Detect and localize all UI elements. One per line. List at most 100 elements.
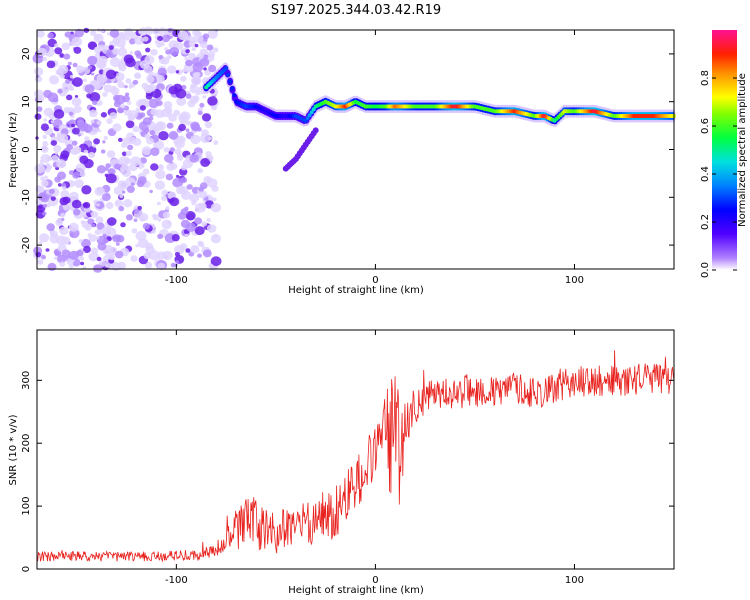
noise-blob (155, 169, 166, 180)
noise-blob (194, 43, 199, 48)
noise-blob (177, 212, 187, 220)
snr-panel: -100 0 100 0 100 200 300 Height of straight l… (8, 329, 675, 596)
noise-blob (34, 113, 42, 120)
noise-blob (48, 188, 55, 195)
noise-blob (107, 217, 117, 226)
noise-blob (83, 149, 89, 154)
trace-core (230, 86, 235, 91)
noise-blob (146, 75, 155, 84)
noise-blob (212, 197, 217, 202)
y-tick-label: 200 (21, 434, 32, 453)
noise-blob (148, 98, 159, 109)
noise-blob (122, 95, 130, 103)
noise-blob (38, 241, 43, 245)
noise-blob (142, 36, 149, 42)
noise-blob (52, 97, 59, 103)
noise-blob (35, 74, 40, 78)
noise-blob (80, 238, 91, 248)
noise-blob (95, 216, 104, 224)
noise-blob (117, 261, 126, 270)
trace-core (224, 66, 229, 71)
snr-x-axis-title: Height of straight line (km) (288, 585, 424, 596)
noise-blob (208, 64, 217, 73)
noise-speckle-layer (32, 26, 222, 273)
noise-blob (142, 222, 150, 230)
y-tick-label: 20 (21, 48, 32, 61)
noise-blob (42, 134, 48, 139)
noise-blob (37, 259, 44, 265)
noise-blob (152, 214, 160, 221)
noise-blob (139, 105, 146, 111)
noise-blob (148, 250, 160, 261)
noise-blob (144, 133, 151, 140)
noise-blob (203, 54, 209, 59)
noise-blob (169, 197, 180, 207)
noise-blob (184, 206, 189, 211)
x-tick-label: -100 (165, 575, 188, 586)
noise-blob (167, 220, 171, 225)
noise-blob (125, 120, 135, 129)
noise-blob (179, 111, 191, 122)
noise-blob (71, 199, 82, 209)
x-tick-label: 100 (565, 575, 584, 586)
noise-blob (76, 249, 84, 257)
noise-blob (105, 201, 114, 210)
noise-blob (112, 123, 122, 132)
noise-blob (39, 233, 50, 243)
noise-blob (110, 57, 121, 68)
noise-blob (128, 84, 133, 89)
noise-blob (156, 201, 161, 206)
noise-blob (154, 180, 166, 190)
trace-core (305, 116, 310, 120)
noise-blob (206, 218, 211, 222)
noise-blob (199, 48, 209, 57)
snr-y-ticks: 0 100 200 300 (21, 371, 674, 572)
noise-blob (142, 168, 150, 175)
noise-blob (213, 140, 219, 145)
noise-blob (114, 199, 124, 208)
noise-blob (56, 159, 67, 169)
noise-blob (53, 109, 65, 119)
noise-blob (175, 174, 180, 178)
noise-blob (198, 190, 208, 199)
noise-blob (54, 250, 62, 257)
noise-blob (106, 118, 113, 124)
colorbar-tick-label: 0.4 (700, 166, 711, 182)
noise-blob (176, 186, 186, 195)
noise-blob (45, 167, 51, 173)
noise-blob (73, 105, 82, 114)
noise-blob (71, 123, 75, 128)
colorbar-tick-label: 0.2 (700, 214, 711, 230)
noise-blob (205, 151, 212, 157)
snr-series-line (36, 350, 675, 563)
noise-blob (71, 97, 82, 107)
noise-blob (41, 195, 49, 203)
noise-blob (157, 218, 162, 222)
noise-blob (168, 85, 179, 95)
noise-blob (118, 137, 123, 142)
noise-blob (167, 65, 177, 74)
noise-blob (96, 120, 102, 126)
noise-blob (159, 41, 165, 47)
noise-blob (76, 117, 85, 125)
noise-blob (72, 62, 78, 68)
noise-blob (201, 129, 209, 137)
noise-blob (40, 145, 49, 153)
noise-blob (91, 223, 96, 228)
noise-blob (86, 93, 92, 99)
noise-blob (122, 190, 126, 194)
snr-y-axis-title: SNR (10 * v/v) (8, 414, 19, 485)
noise-blob (118, 63, 127, 72)
noise-blob (199, 102, 205, 108)
noise-blob (133, 208, 140, 214)
snr-x-ticks: -100 0 100 (165, 330, 584, 586)
noise-blob (158, 131, 169, 141)
noise-blob (96, 165, 106, 174)
noise-blob (197, 253, 202, 258)
noise-blob (163, 147, 170, 153)
noise-blob (200, 158, 211, 167)
noise-blob (194, 226, 205, 236)
trace-core (309, 110, 314, 115)
noise-blob (101, 83, 105, 87)
noise-blob (68, 111, 74, 116)
